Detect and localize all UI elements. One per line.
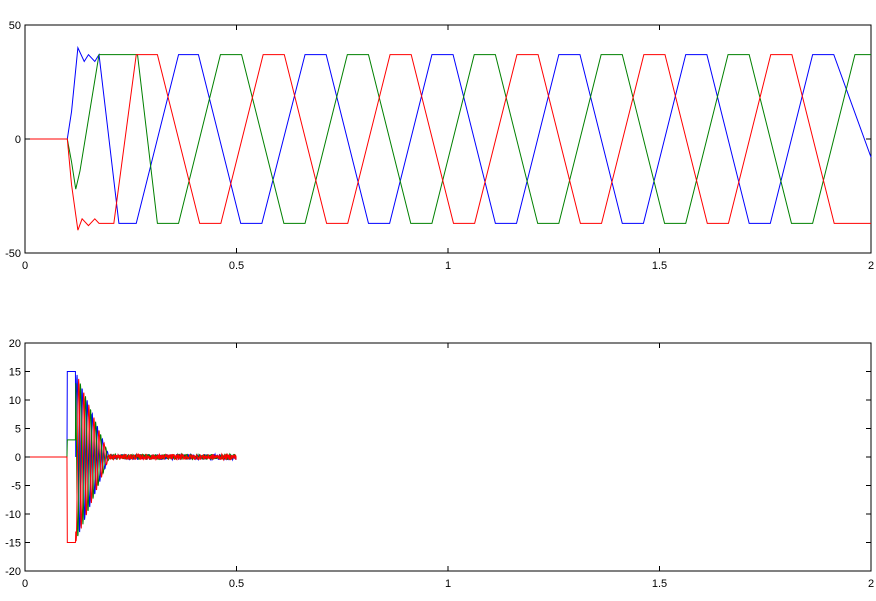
bottom-y-tick-label: 15 [9, 367, 21, 379]
top-y-tick-label: 0 [15, 134, 21, 146]
top-x-tick-label: 1.5 [652, 260, 667, 272]
top-y-tick-label: -50 [5, 248, 21, 260]
bottom-y-tick-label: 20 [9, 338, 21, 350]
bottom-x-tick-label: 1.5 [652, 578, 667, 590]
top-x-tick-label: 2 [868, 260, 874, 272]
bottom-y-tick-label: 10 [9, 395, 21, 407]
top-series-line-blue [25, 45, 872, 224]
top-x-tick-label: 1 [445, 260, 451, 272]
top-plot-box [24, 24, 872, 254]
bottom-x-tick-label: 2 [868, 578, 874, 590]
top-x-tick-label: 0.5 [229, 260, 244, 272]
bottom-y-tick-label: -15 [5, 538, 21, 550]
top-series-line-red [25, 54, 871, 231]
bottom-x-tick-label: 1 [445, 578, 451, 590]
bottom-series-line-red [25, 378, 237, 543]
bottom-x-tick-label: 0 [22, 578, 28, 590]
bottom-y-tick-label: 5 [15, 424, 21, 436]
bottom-plot-series [25, 371, 237, 543]
top-y-tick-label: 50 [9, 20, 21, 32]
bottom-y-tick-label: -5 [11, 481, 21, 493]
bottom-x-tick-label: 0.5 [229, 578, 244, 590]
bottom-plot-ticks: 0 0.5 1 1.5 2 20 15 10 5 0 -5 -10 -15 -20 [5, 338, 874, 590]
bottom-plot-axes: 0 0.5 1 1.5 2 20 15 10 5 0 -5 -10 -15 -20 [5, 338, 874, 590]
top-plot-series [25, 45, 872, 231]
bottom-y-tick-label: -20 [5, 566, 21, 578]
bottom-y-tick-label: 0 [15, 452, 21, 464]
top-series-line-green [25, 54, 871, 224]
bottom-y-tick-label: -10 [5, 509, 21, 521]
top-x-tick-label: 0 [22, 260, 28, 272]
